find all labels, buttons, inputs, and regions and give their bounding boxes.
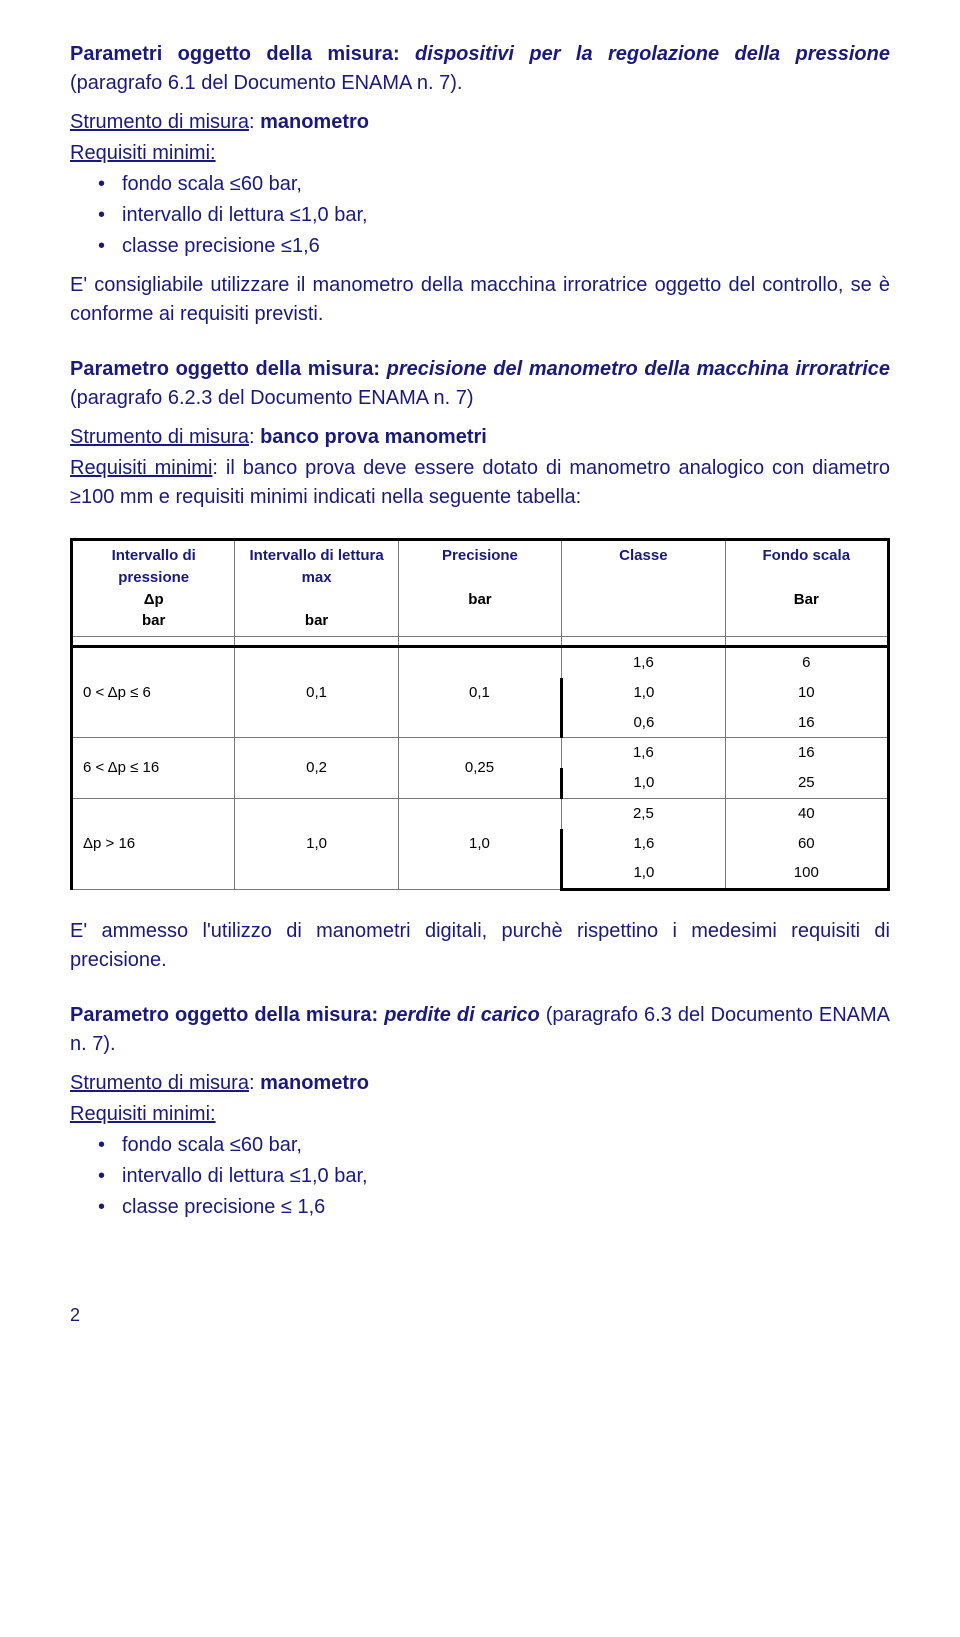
p1-bullets: fondo scala ≤60 bar, intervallo di lettu… [98,170,890,261]
r2-f1: 60 [725,829,888,859]
p4-title-b: perdite di carico [384,1004,539,1026]
manometri-table: Intervallo di pressione Δp bar Intervallo … [70,538,890,891]
p4-requisiti-label: Requisiti minimi: [70,1100,890,1129]
r2-c1: 1,6 [562,829,725,859]
tu-1: bar [305,612,328,629]
p2-requisiti: Requisiti minimi: il banco prova deve es… [70,454,890,512]
p2-title-a: Parametro oggetto della misura: [70,358,387,380]
p1-bullet-2: classe precisione ≤1,6 [98,232,890,261]
p4-requisiti: Requisiti minimi: [70,1103,216,1125]
table-row: 6 < Δp ≤ 16 0,2 0,25 1,6 16 [72,738,889,768]
p1-title-a: Parametri oggetto della misura: [70,43,415,65]
p4-bullet-1: intervallo di lettura ≤1,0 bar, [98,1162,890,1191]
p1-note: E' consigliabile utilizzare il manometro… [70,271,890,329]
p1-strumento: Strumento di misura: manometro [70,108,890,137]
p1-strumento-label: Strumento di misura [70,111,249,133]
r0-prec: 0,1 [398,647,561,738]
th-1: Intervallo di lettura max [249,547,383,586]
tu-2: bar [468,591,491,608]
p4-bullet-2: classe precisione ≤ 1,6 [98,1193,890,1222]
th-0: Intervallo di pressione [112,547,196,586]
p1-strumento-val: manometro [260,111,369,133]
p1-requisiti: Requisiti minimi: [70,142,216,164]
r1-f0: 16 [725,738,888,768]
p4-strumento-val: manometro [260,1072,369,1094]
p1-bullet-0: fondo scala ≤60 bar, [98,170,890,199]
r2-range: Δp > 16 [72,798,235,889]
tu-0b: bar [142,612,165,629]
p1-strumento-colon: : [249,111,260,133]
th-3: Classe [619,547,667,564]
r2-c0: 2,5 [562,798,725,828]
table-spacer [72,637,889,647]
p2-req-label: Requisiti minimi [70,457,212,479]
r0-f2: 16 [725,708,888,738]
p4-title-a: Parametro oggetto della misura: [70,1004,384,1026]
r2-lett: 1,0 [235,798,398,889]
r2-prec: 1,0 [398,798,561,889]
para-1: Parametri oggetto della misura: disposit… [70,40,890,98]
r1-prec: 0,25 [398,738,561,799]
tu-0a: Δp [144,591,164,608]
p1-title-c: (paragrafo 6.1 del Documento ENAMA n. 7)… [70,72,462,94]
p1-requisiti-label: Requisiti minimi: [70,139,890,168]
r0-c0: 1,6 [562,647,725,678]
p2-strumento: Strumento di misura: banco prova manomet… [70,423,890,452]
r2-f2: 100 [725,858,888,889]
table-wrap: Intervallo di pressione Δp bar Intervallo … [70,538,890,891]
p4-bullets: fondo scala ≤60 bar, intervallo di lettu… [98,1131,890,1222]
p2-title-b: precisione del manometro della macchina … [387,358,890,380]
tu-4: Bar [794,591,819,608]
th-4: Fondo scala [763,547,851,564]
r2-f0: 40 [725,798,888,828]
table-row: 0 < Δp ≤ 6 0,1 0,1 1,6 6 [72,647,889,678]
r1-c1: 1,0 [562,768,725,798]
r0-range: 0 < Δp ≤ 6 [72,647,235,738]
p4-strumento: Strumento di misura: manometro [70,1069,890,1098]
p1-title-b: dispositivi per la regolazione della pre… [415,43,890,65]
p2-title-c: (paragrafo 6.2.3 del Documento ENAMA n. … [70,387,474,409]
page-number: 2 [70,1302,890,1328]
r1-lett: 0,2 [235,738,398,799]
para-3: E' ammesso l'utilizzo di manometri digit… [70,917,890,975]
p4-bullet-0: fondo scala ≤60 bar, [98,1131,890,1160]
r0-f0: 6 [725,647,888,678]
p4-strumento-label: Strumento di misura [70,1072,249,1094]
r1-range: 6 < Δp ≤ 16 [72,738,235,799]
r0-f1: 10 [725,678,888,708]
p2-strumento-label: Strumento di misura [70,426,249,448]
p4-strumento-colon: : [249,1072,260,1094]
r0-c2: 0,6 [562,708,725,738]
th-2: Precisione [442,547,518,564]
r0-lett: 0,1 [235,647,398,738]
r1-f1: 25 [725,768,888,798]
table-row: Δp > 16 1,0 1,0 2,5 40 [72,798,889,828]
r2-c2: 1,0 [562,858,725,889]
table-header-row: Intervallo di pressione Δp bar Intervallo … [72,540,889,637]
r1-c0: 1,6 [562,738,725,768]
para-2: Parametro oggetto della misura: precisio… [70,355,890,413]
p2-strumento-val: banco prova manometri [260,426,487,448]
p1-bullet-1: intervallo di lettura ≤1,0 bar, [98,201,890,230]
r0-c1: 1,0 [562,678,725,708]
p2-strumento-colon: : [249,426,260,448]
para-4: Parametro oggetto della misura: perdite … [70,1001,890,1059]
